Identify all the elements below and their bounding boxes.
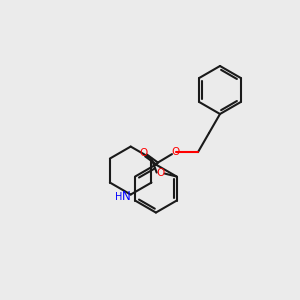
Text: O: O	[172, 147, 180, 157]
Text: N: N	[122, 190, 131, 203]
Text: O: O	[140, 148, 148, 158]
Text: O: O	[157, 168, 165, 178]
Text: H: H	[115, 192, 122, 202]
